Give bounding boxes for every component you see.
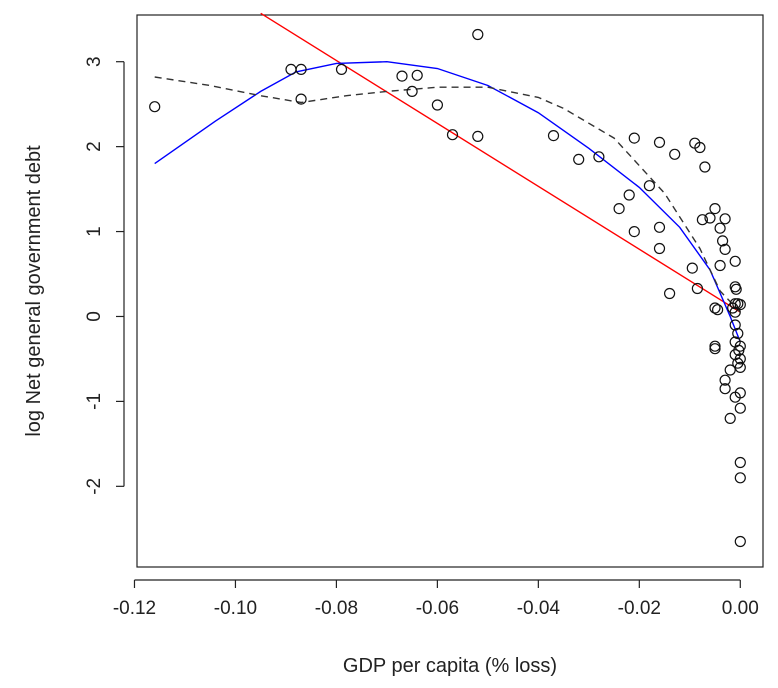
linear-fit-line <box>260 12 741 313</box>
data-point <box>472 28 484 41</box>
data-points <box>149 28 746 548</box>
data-point <box>285 63 297 76</box>
data-point <box>724 412 736 424</box>
data-point <box>734 387 746 399</box>
data-point <box>714 259 726 272</box>
y-tick-label: -2 <box>84 478 105 495</box>
x-tick-label: -0.08 <box>315 598 358 619</box>
y-tick-label: 1 <box>84 226 105 237</box>
data-point <box>643 180 656 192</box>
data-point <box>628 226 640 238</box>
data-point <box>335 63 348 76</box>
data-point <box>699 161 711 173</box>
data-point <box>714 222 726 234</box>
y-tick-label: 2 <box>84 141 105 152</box>
y-axis-title: log Net general government debt <box>23 145 45 437</box>
data-point <box>719 374 731 386</box>
data-point <box>734 402 746 414</box>
data-point <box>663 287 676 300</box>
data-point <box>628 132 640 144</box>
data-point <box>406 85 418 98</box>
data-point <box>411 69 423 81</box>
data-point <box>431 99 443 111</box>
data-point <box>653 136 666 148</box>
data-point <box>623 189 635 201</box>
x-tick-label: -0.06 <box>416 598 459 619</box>
data-point <box>593 151 605 163</box>
data-point <box>653 221 666 233</box>
data-point <box>719 213 731 225</box>
data-point <box>734 456 746 469</box>
y-tick-label: 0 <box>84 311 105 322</box>
data-point <box>729 298 741 310</box>
data-point <box>573 153 585 165</box>
data-point <box>709 343 721 355</box>
data-point <box>734 340 746 352</box>
x-tick-label: -0.04 <box>517 598 561 619</box>
smooth-fit-line <box>154 60 741 343</box>
data-point <box>729 255 741 267</box>
data-point <box>734 535 746 548</box>
data-point <box>734 361 746 373</box>
data-point <box>547 130 560 142</box>
data-point <box>694 141 706 154</box>
data-point <box>669 148 681 160</box>
data-point <box>716 235 729 247</box>
data-point <box>734 353 746 365</box>
data-point <box>446 129 459 141</box>
data-point <box>709 203 721 215</box>
x-axis: -0.12 -0.10 -0.08 -0.06 -0.04 -0.02 0.00 <box>113 579 759 619</box>
data-point <box>691 282 704 295</box>
data-point <box>295 93 307 105</box>
data-point <box>729 319 741 331</box>
data-point <box>686 262 698 274</box>
y-tick-label: 3 <box>84 56 105 67</box>
data-point <box>472 130 484 142</box>
data-point <box>653 242 666 255</box>
data-point <box>696 214 709 226</box>
data-point <box>295 63 307 76</box>
data-point <box>149 101 161 113</box>
x-tick-label: 0.00 <box>722 598 759 619</box>
plot-frame <box>136 14 764 568</box>
x-tick-label: -0.10 <box>214 598 257 619</box>
data-point <box>613 203 625 215</box>
fit-lines <box>154 12 741 343</box>
data-point <box>709 340 721 352</box>
data-point <box>730 283 742 295</box>
y-tick-label: -1 <box>84 393 105 410</box>
data-point <box>711 304 724 316</box>
data-point <box>729 306 741 318</box>
data-point <box>732 327 744 340</box>
x-tick-label: -0.02 <box>618 598 661 619</box>
data-point <box>709 302 721 314</box>
data-point <box>734 299 746 311</box>
data-point <box>734 472 746 484</box>
data-point <box>724 364 736 376</box>
y-axis: -2 -1 0 1 2 3 <box>84 56 125 495</box>
data-point <box>704 212 716 224</box>
x-axis-title: GDP per capita (% loss) <box>343 655 557 677</box>
data-point <box>719 383 731 395</box>
dashed-fit-line <box>154 76 741 313</box>
data-point <box>719 243 731 255</box>
data-point <box>396 70 408 82</box>
x-tick-label: -0.12 <box>113 598 156 619</box>
